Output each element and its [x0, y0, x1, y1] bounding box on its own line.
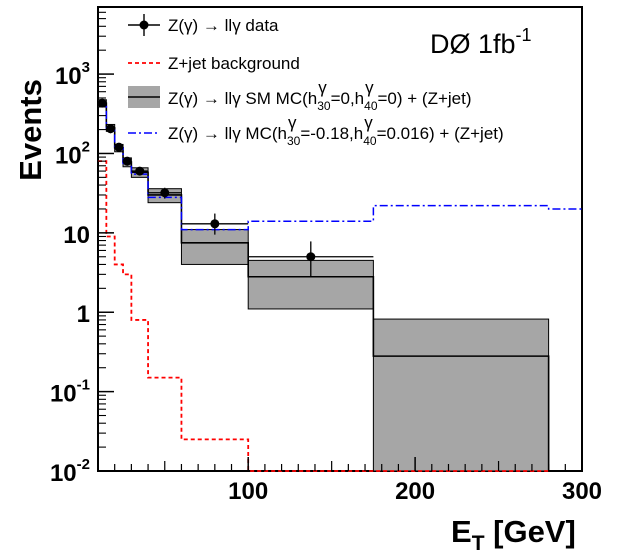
y-tick-label: 10 [63, 222, 90, 249]
legend-gamma-superscript: γ [365, 78, 374, 97]
data-marker [114, 142, 124, 152]
data-point [248, 241, 374, 277]
axes-layer: 100 200 300 10-2 10-1 1 10 102 103 [50, 6, 602, 505]
sm-mc-band-layer [97, 99, 550, 472]
sm-mc-band-bin [372, 318, 550, 472]
x-tick-label: 300 [562, 478, 602, 505]
experiment-label: DØ 1fb-1 [430, 25, 532, 59]
legend-label-background: Z+jet background [168, 54, 300, 73]
legend: Z(γ) → llγ data Z+jet background Z(γ) → ll… [128, 14, 504, 148]
data-marker [210, 219, 220, 229]
legend-data-marker [139, 20, 149, 30]
data-marker [97, 98, 107, 108]
data-marker [160, 188, 170, 198]
y-tick-label: 102 [55, 138, 90, 169]
data-point [181, 213, 249, 235]
legend-entry-background: Z+jet background [128, 54, 300, 73]
plot-frame [97, 6, 583, 472]
legend-entry-sm-mc: Z(γ) → llγ SM MC(h30=0,h40=0) + (Z+jet)γ… [128, 78, 472, 113]
data-point [97, 98, 107, 108]
y-tick-label: 10-1 [50, 377, 90, 408]
legend-entry-data: Z(γ) → llγ data [128, 14, 279, 36]
legend-gamma-superscript: γ [364, 113, 373, 132]
x-tick-label: 100 [228, 478, 268, 505]
zjet-background-layer [98, 160, 549, 472]
data-point [122, 156, 132, 166]
legend-entry-anomalous-mc: Z(γ) → llγ MC(h30=-0.18,h40=0.016) + (Z+… [128, 113, 504, 148]
legend-gamma-superscript: γ [318, 78, 327, 97]
data-marker [135, 166, 145, 176]
sm-mc-band-bin [180, 229, 249, 265]
legend-label-anomalous-mc: Z(γ) → llγ MC(h30=-0.18,h40=0.016) + (Z+… [168, 124, 504, 148]
legend-label-sm-mc: Z(γ) → llγ SM MC(h30=0,h40=0) + (Z+jet) [168, 89, 472, 113]
anomalous-mc-layer [98, 102, 582, 231]
data-point [106, 124, 116, 134]
data-point [114, 142, 124, 152]
y-axis-title: Events [13, 79, 48, 181]
x-axis-title: ET [GeV] [451, 514, 576, 553]
zjet-background-line [98, 160, 549, 472]
legend-label-data: Z(γ) → llγ data [168, 16, 279, 35]
x-tick-label: 200 [395, 478, 435, 505]
y-tick-label: 103 [55, 59, 90, 90]
y-tick-label: 1 [77, 301, 90, 328]
data-marker [122, 156, 132, 166]
data-marker [306, 252, 316, 262]
legend-gamma-superscript: γ [288, 113, 297, 132]
anomalous-mc-line [98, 102, 582, 231]
y-tick-label: 10-2 [50, 456, 90, 487]
data-marker [106, 124, 116, 134]
data-point [131, 166, 149, 176]
data-point [148, 187, 182, 199]
